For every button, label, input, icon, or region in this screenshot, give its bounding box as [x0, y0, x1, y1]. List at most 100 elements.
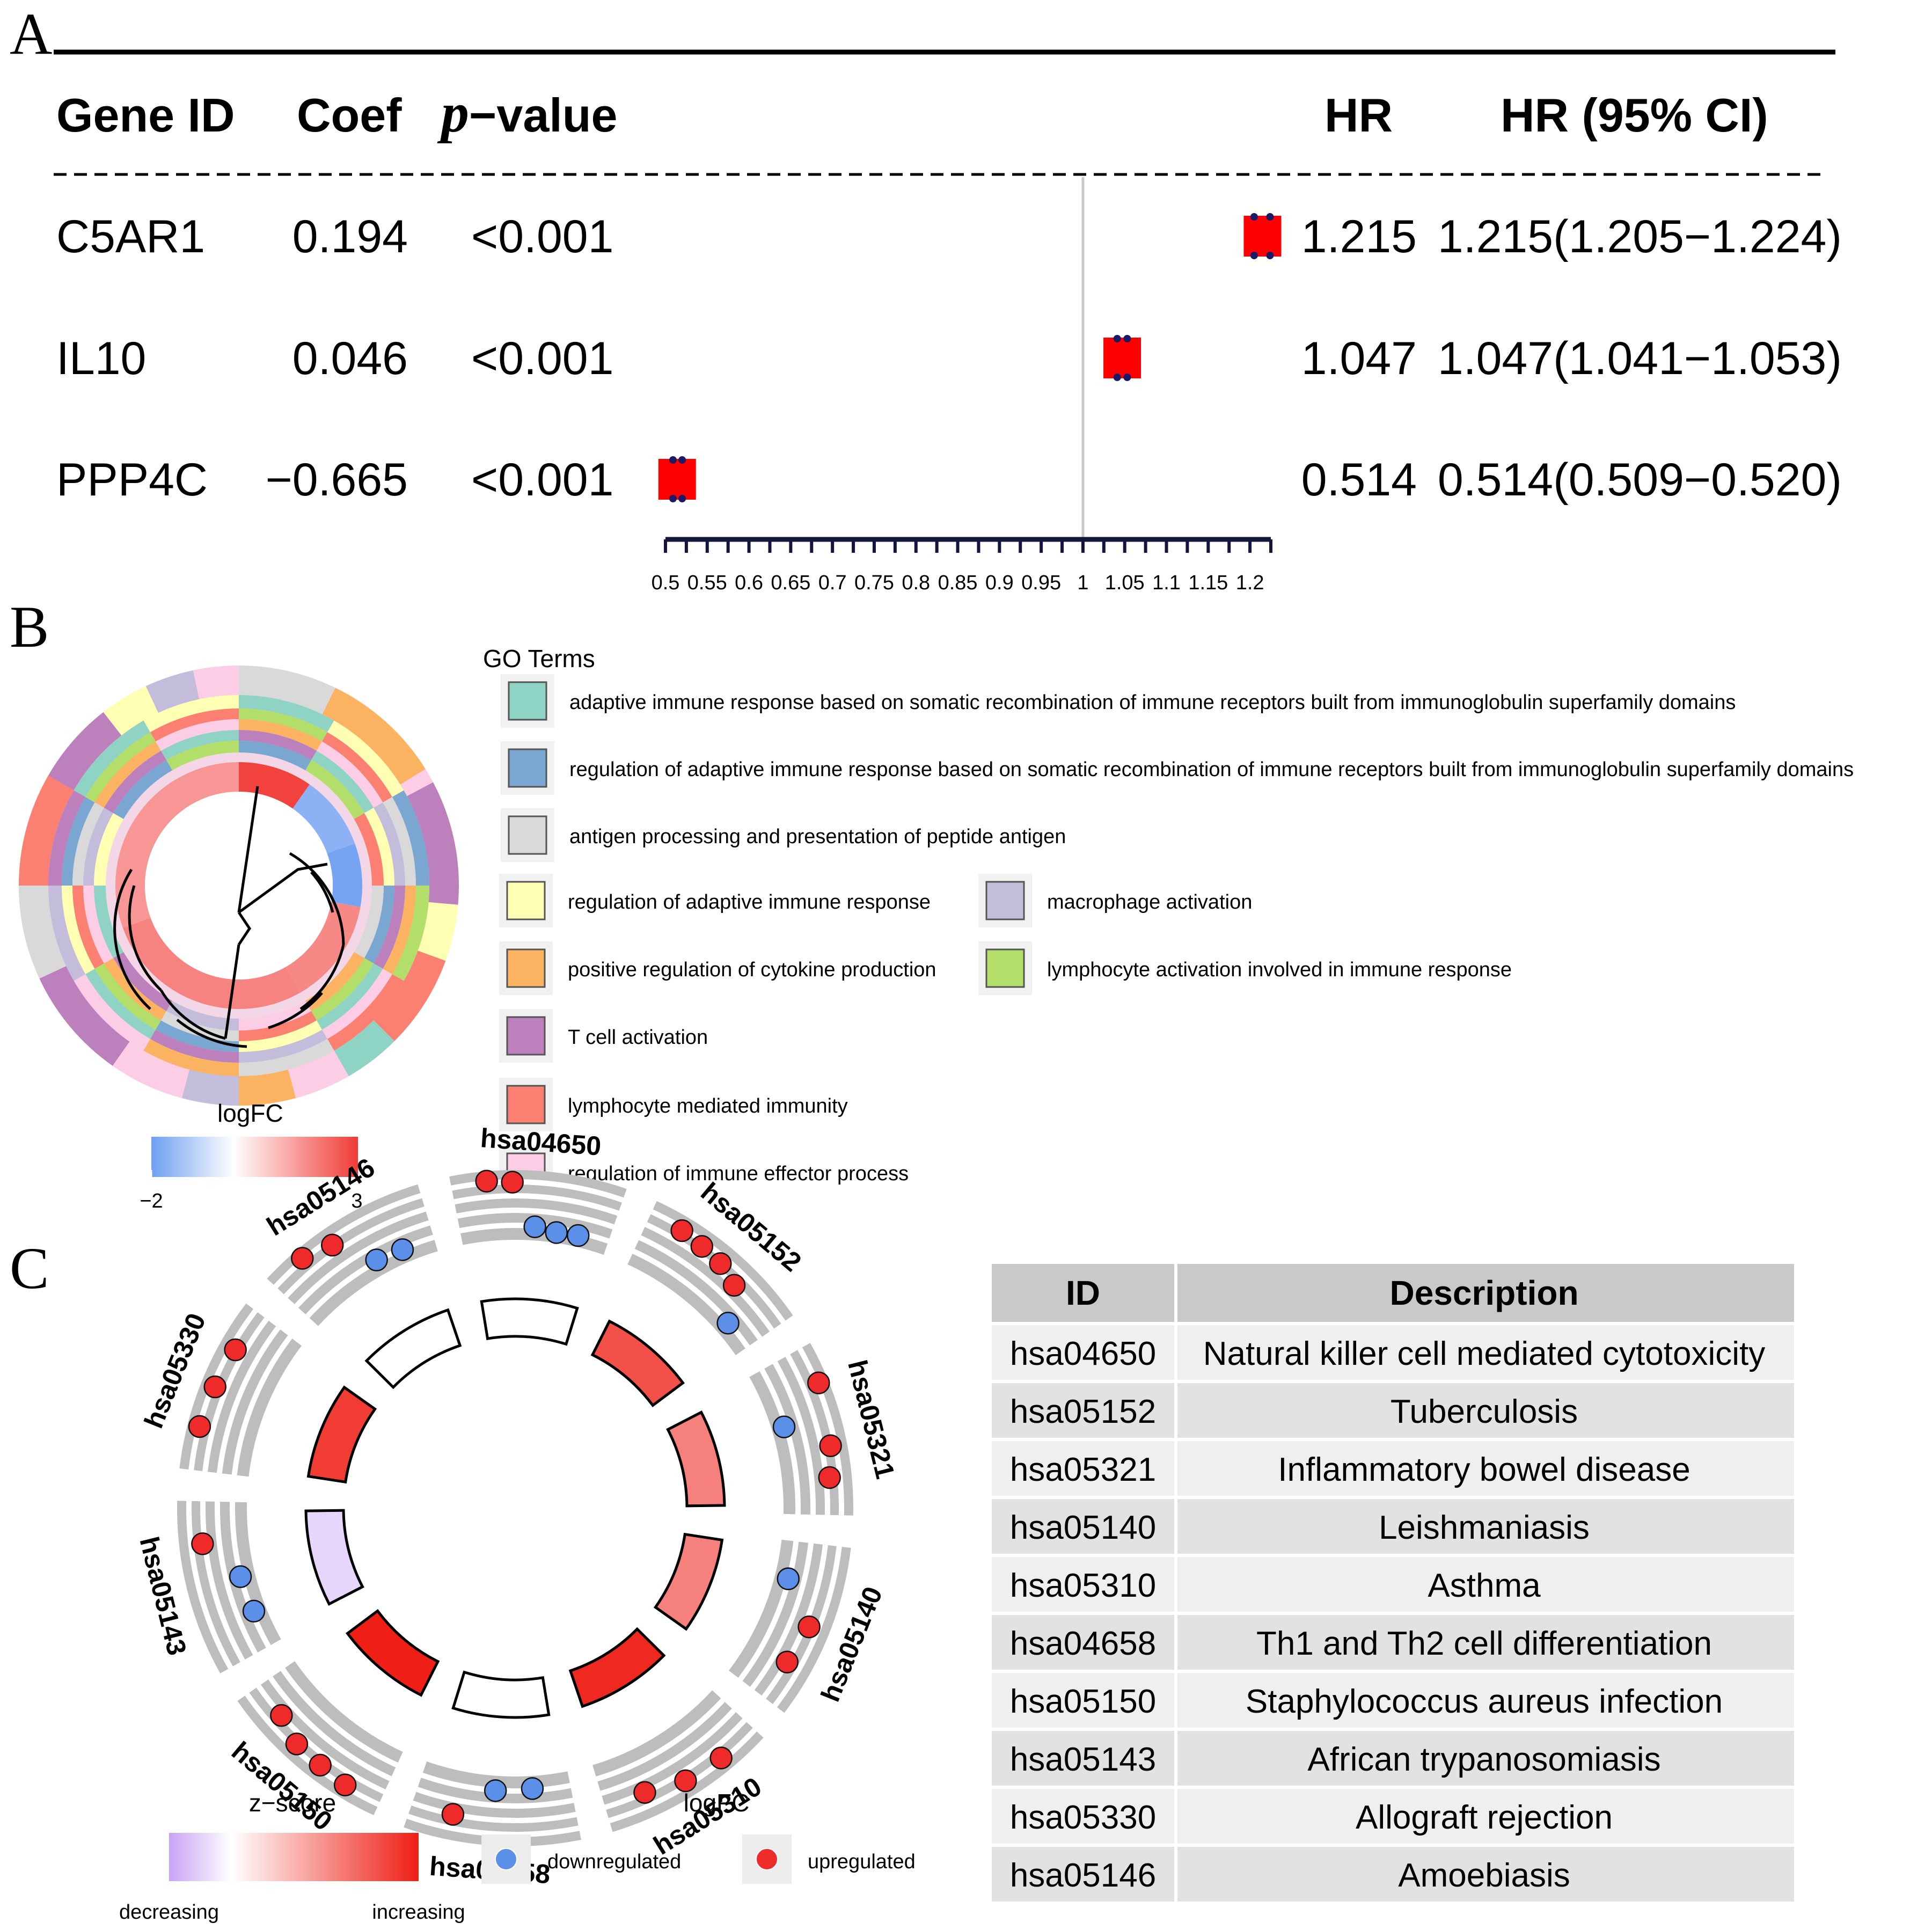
track-gridline: [305, 1234, 435, 1318]
table-id-cell: hsa05310: [1010, 1567, 1156, 1604]
gene-dot: [191, 1532, 214, 1555]
axis-tick-label: 1.2: [1236, 572, 1264, 594]
table-id-cell: hsa05146: [1010, 1857, 1156, 1894]
header-hr-ci: HR (95% CI): [1501, 89, 1768, 142]
dendro-arc-7: [299, 944, 345, 1011]
table-description-cell: Inflammatory bowel disease: [1278, 1451, 1690, 1488]
term-track-segment: [161, 730, 239, 761]
term-block-outer: [334, 1020, 394, 1077]
term-track-segment: [311, 750, 374, 813]
term-track-segment: [383, 797, 416, 886]
term-block-outer: [407, 782, 459, 905]
go-legend-swatch: [508, 681, 547, 721]
term-track-segment: [239, 741, 311, 771]
table-cell-bg: [992, 1731, 1174, 1786]
term-track-segment: [374, 886, 405, 969]
coef-value: −0.665: [266, 454, 408, 506]
track-gridline: [406, 1814, 580, 1837]
gene-dot: [545, 1221, 568, 1244]
dendro-arc-6: [268, 992, 323, 1029]
table-description-cell: Staphylococcus aureus infection: [1246, 1683, 1723, 1720]
gene-dot: [633, 1781, 656, 1804]
hr-box: [1243, 216, 1282, 257]
zscore-block: [480, 1297, 579, 1346]
track-gridline: [456, 1208, 614, 1230]
pathway-track: [627, 1201, 793, 1356]
track-gridline: [411, 1800, 577, 1823]
table-cell-bg: [992, 1499, 1174, 1554]
chord-dendrogram: [113, 786, 345, 1048]
hr-box: [658, 459, 696, 500]
coef-value: 0.194: [292, 211, 408, 262]
pathway-table: ID Description hsa04650 Natural killer cell…: [992, 1264, 1794, 1902]
header-hr: HR: [1324, 89, 1393, 142]
track-gridline: [738, 1541, 799, 1682]
term-track-segment: [364, 886, 394, 963]
gene-dot: [203, 1375, 226, 1399]
track-gridline: [245, 1692, 380, 1807]
pathway-circle-plot: hsa04650 hsa05152 hsa05321 hsa05140 hsa05310…: [119, 1123, 1794, 1924]
term-block-outer: [193, 666, 239, 699]
zscore-block: [304, 1509, 364, 1606]
term-track-segment: [48, 790, 86, 886]
ci-cap: [669, 456, 677, 464]
track-gridline: [216, 1326, 281, 1474]
term-track-segment: [150, 708, 239, 742]
table-cell-bg: [992, 1383, 1174, 1438]
gene-dot: [772, 1415, 796, 1438]
gene-dot: [775, 1650, 799, 1673]
zscore-legend-title: z−score: [249, 1789, 336, 1817]
track-gridline: [759, 1369, 801, 1515]
term-track-segment: [239, 1029, 327, 1063]
axis-tick-label: 0.75: [854, 572, 894, 594]
gene-dot: [320, 1233, 344, 1257]
term-track-segment: [317, 741, 383, 808]
track-gridline: [280, 1668, 398, 1768]
gene-dot: [188, 1415, 211, 1438]
chord-center: [145, 792, 333, 979]
gene-dot: [690, 1235, 714, 1258]
zscore-legend-low: decreasing: [119, 1901, 219, 1924]
gene-dot: [819, 1434, 842, 1458]
gene-dot: [777, 1567, 800, 1590]
term-track-segment: [62, 886, 95, 974]
zscore-block: [306, 1385, 377, 1484]
pathway-track: [237, 1661, 403, 1816]
go-legend-swatch: [506, 1085, 546, 1124]
gene-dot: [716, 1311, 740, 1335]
gene-dot: [818, 1466, 841, 1489]
axis-tick-label: 1.15: [1188, 572, 1228, 594]
go-legend-label: adaptive immune response based on somati…: [569, 691, 1736, 714]
pathway-label: hsa04650: [479, 1123, 602, 1161]
hr-value: 1.047: [1301, 333, 1417, 384]
dendro-arc-8: [176, 1019, 247, 1048]
table-cell-bg: [1177, 1789, 1794, 1844]
track-gridline: [600, 1708, 736, 1796]
dendro-arc-1: [128, 885, 162, 991]
coef-value: 0.046: [292, 333, 408, 384]
pathway-tracks: [177, 1170, 854, 1846]
header-p-italic: p: [437, 82, 469, 144]
table-cell-bg: [1177, 1383, 1794, 1438]
axis-tick-label: 0.7: [818, 572, 847, 594]
dendro-arc-2: [113, 868, 151, 1010]
gene-dot: [670, 1219, 693, 1242]
table-description-cell: Amoebiasis: [1398, 1857, 1570, 1894]
track-gridline: [639, 1235, 763, 1340]
track-gridline: [632, 1248, 750, 1349]
gene-dot: [521, 1777, 544, 1800]
term-track-segment: [364, 808, 394, 886]
zscore-legend-high: increasing: [372, 1901, 465, 1924]
hr-ci-value: 1.215(1.205−1.224): [1438, 211, 1842, 262]
term-track-segment: [104, 958, 166, 1021]
axis-tick-label: 0.95: [1021, 572, 1061, 594]
term-block-outer: [322, 688, 426, 785]
term-track-segment: [383, 886, 416, 974]
term-track-segment: [166, 741, 239, 771]
table-description-cell: African trypanosomiasis: [1307, 1741, 1660, 1778]
downregulated-label: downregulated: [547, 1851, 681, 1873]
term-track-segment: [239, 708, 327, 742]
upregulated-label: upregulated: [808, 1851, 916, 1873]
go-legend-label: antigen processing and presentation of p…: [569, 825, 1066, 848]
p-value: <0.001: [471, 211, 613, 262]
